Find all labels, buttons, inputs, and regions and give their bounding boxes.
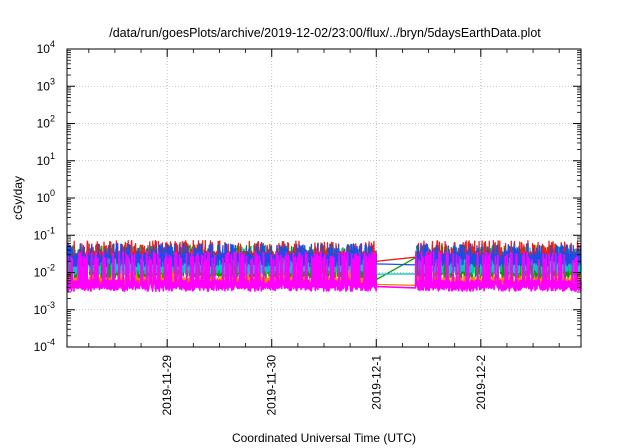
- y-tick-label: 10-2: [34, 263, 55, 280]
- y-tick-labels: 10-4 10-3 10-2 10-1 100 101 102 103 104: [34, 39, 55, 354]
- series-group: [66, 239, 582, 293]
- x-tick-label: 2019-12-1: [369, 355, 383, 410]
- y-tick-label: 100: [37, 188, 55, 205]
- x-tick-label: 2019-11-30: [265, 355, 279, 416]
- chart-title: /data/run/goesPlots/archive/2019-12-02/2…: [109, 26, 541, 40]
- y-tick-label: 102: [37, 114, 55, 131]
- y-tick-label: 104: [37, 39, 55, 56]
- plot-frame: [66, 48, 582, 348]
- x-tick-label: 2019-11-29: [160, 355, 174, 416]
- y-tick-label: 10-4: [34, 337, 55, 354]
- y-tick-label: 10-3: [34, 300, 55, 317]
- y-tick-label: 10-1: [34, 225, 55, 242]
- y-axis-label: cGy/day: [11, 176, 25, 220]
- x-axis-label: Coordinated Universal Time (UTC): [232, 431, 416, 445]
- x-tick-label: 2019-12-2: [474, 355, 488, 410]
- gridlines: [67, 49, 581, 347]
- x-tick-labels: 2019-11-29 2019-11-30 2019-12-1 2019-12-2: [160, 355, 488, 416]
- ticks: [67, 48, 581, 348]
- series-line: [66, 251, 582, 293]
- y-tick-label: 103: [37, 76, 55, 93]
- y-tick-label: 101: [37, 151, 55, 168]
